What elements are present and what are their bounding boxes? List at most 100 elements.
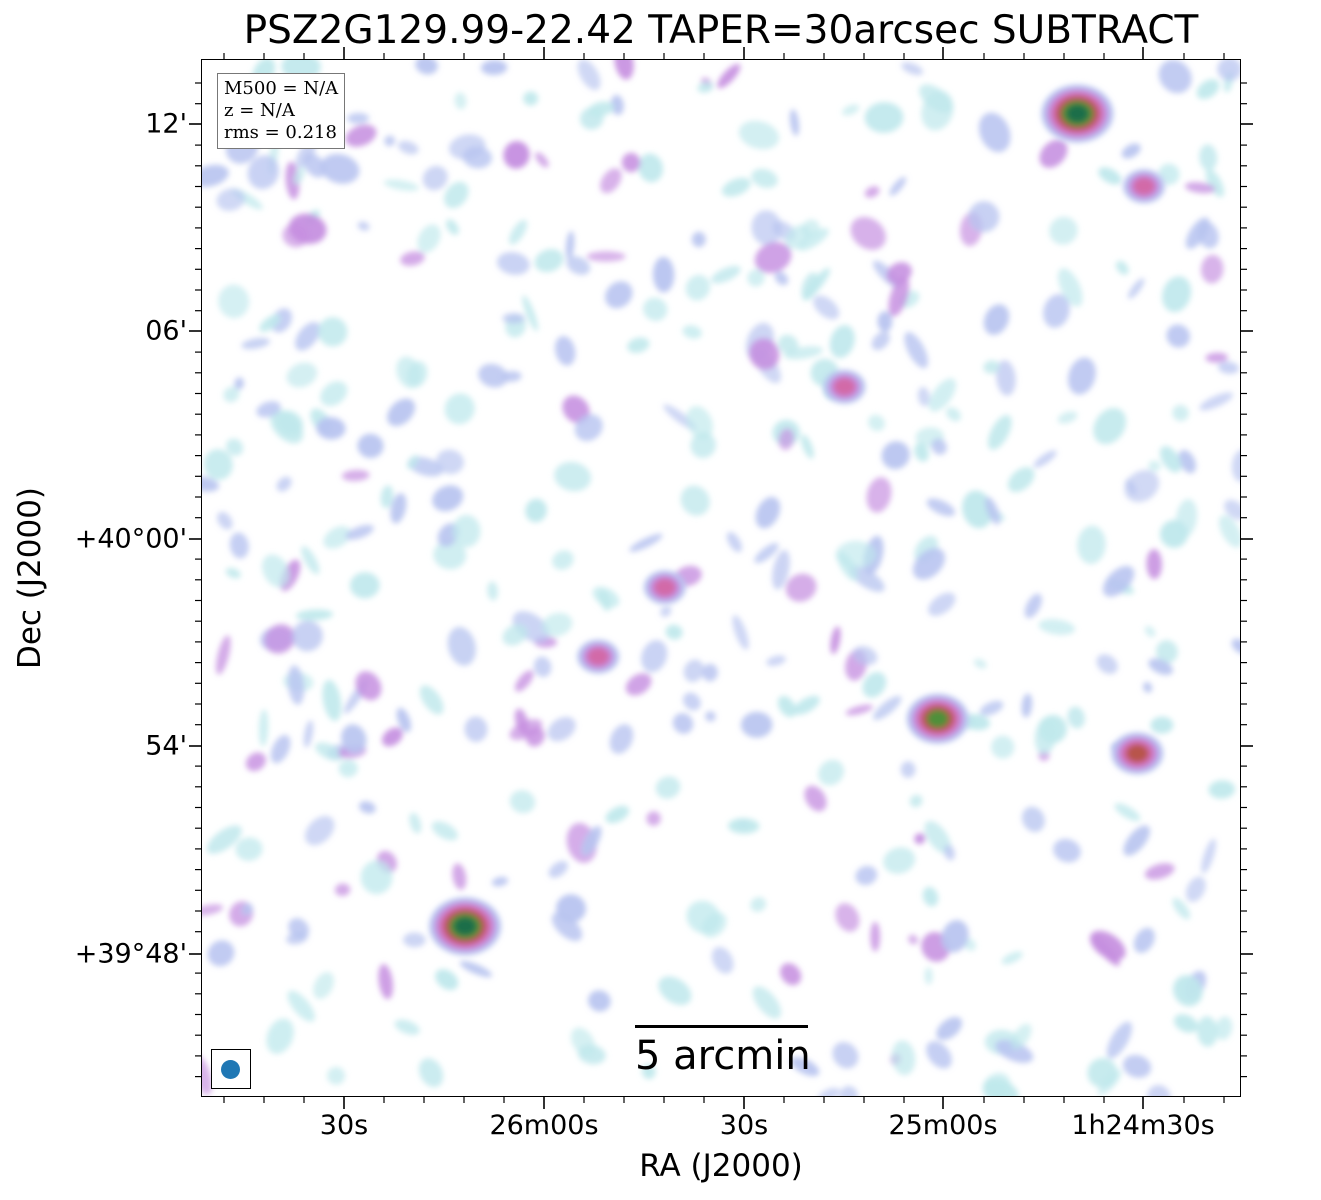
noise-blob — [835, 903, 860, 932]
source-contour — [926, 709, 949, 728]
noise-blob — [380, 485, 394, 509]
noise-blob — [444, 393, 475, 425]
noise-blob — [864, 102, 904, 133]
noise-blob — [754, 543, 779, 564]
noise-blob — [1231, 638, 1240, 655]
noise-blob — [904, 331, 929, 369]
noise-blob — [305, 815, 335, 846]
noise-blob — [523, 91, 539, 106]
noise-blob — [1173, 1014, 1198, 1033]
noise-blob — [1196, 79, 1220, 100]
noise-blob — [749, 338, 780, 370]
noise-blob — [629, 533, 663, 552]
noise-blob — [1199, 392, 1234, 411]
noise-blob — [868, 414, 885, 432]
noise-blob — [1143, 682, 1153, 693]
noise-blob — [726, 531, 742, 553]
noise-blob — [215, 635, 231, 675]
noise-blob — [357, 221, 370, 231]
noise-blob — [926, 1041, 952, 1069]
noise-blob — [384, 135, 396, 147]
noise-blob — [320, 381, 348, 407]
noise-blob — [711, 946, 734, 974]
noise-blob — [1077, 525, 1106, 564]
x-tick-label: 30s — [319, 1110, 369, 1141]
noise-blob — [772, 549, 790, 590]
noise-blob — [683, 659, 704, 683]
noise-blob — [581, 826, 602, 856]
y-tick-label: 06' — [145, 315, 187, 347]
noise-blob — [777, 695, 797, 718]
noise-blob — [216, 188, 245, 211]
noise-blob — [870, 921, 881, 952]
noise-blob — [1067, 706, 1085, 729]
noise-blob — [514, 670, 534, 692]
noise-blob — [605, 805, 630, 824]
noise-blob — [946, 407, 961, 422]
noise-blob — [1150, 716, 1174, 734]
noise-blob — [1184, 182, 1216, 194]
noise-blob — [900, 761, 916, 778]
noise-blob — [1185, 876, 1206, 902]
noise-blob — [680, 485, 710, 516]
scale-bar — [635, 1025, 808, 1028]
noise-blob — [919, 84, 953, 113]
noise-blob — [755, 496, 781, 529]
noise-blob — [862, 671, 887, 698]
noise-blob — [701, 912, 727, 938]
noise-blob — [641, 1064, 656, 1080]
noise-blob — [751, 210, 782, 246]
noise-blob — [422, 165, 448, 191]
noise-blob — [436, 449, 464, 475]
noise-blob — [1175, 499, 1198, 538]
noise-blob — [928, 378, 957, 412]
noise-blob — [1089, 930, 1126, 961]
noise-blob — [313, 972, 335, 999]
noise-blob — [552, 550, 574, 570]
noise-blob — [888, 276, 910, 317]
noise-blob — [502, 313, 525, 324]
noise-blob — [1097, 1069, 1122, 1096]
noise-blob — [509, 719, 543, 741]
noise-blob — [766, 655, 786, 667]
noise-blob — [541, 612, 573, 637]
source-contour — [1126, 744, 1149, 763]
noise-blob — [1038, 619, 1076, 635]
noise-blob — [979, 700, 1004, 716]
noise-blob — [588, 101, 615, 117]
noise-blob — [522, 295, 539, 332]
noise-blob — [264, 624, 296, 654]
noise-blob — [1043, 294, 1070, 328]
rms-text: rms = 0.218 — [224, 122, 337, 143]
figure-title: PSZ2G129.99-22.42 TAPER=30arcsec SUBTRAC… — [243, 8, 1199, 53]
noise-blob — [502, 624, 528, 646]
noise-blob — [996, 360, 1016, 396]
noise-blob — [660, 605, 672, 617]
noise-blob — [1208, 780, 1236, 799]
noise-emission-layer — [202, 60, 1240, 1096]
noise-blob — [396, 707, 412, 733]
noise-blob — [565, 230, 575, 260]
noise-blob — [1123, 825, 1150, 856]
noise-blob — [855, 865, 878, 886]
noise-blob — [839, 1086, 859, 1096]
noise-blob — [316, 417, 346, 440]
noise-blob — [345, 524, 374, 540]
noise-blob — [638, 153, 664, 183]
noise-blob — [347, 112, 370, 124]
noise-blob — [574, 414, 603, 442]
noise-blob — [270, 734, 291, 764]
noise-blob — [566, 256, 591, 275]
noise-blob — [790, 1057, 820, 1077]
noise-blob — [301, 546, 320, 575]
y-tick-label: +39°48' — [74, 938, 187, 970]
noise-blob — [322, 679, 342, 722]
noise-blob — [1096, 654, 1118, 674]
noise-blob — [357, 433, 384, 459]
noise-blob — [705, 711, 716, 722]
noise-blob — [652, 256, 675, 293]
noise-blob — [345, 124, 377, 147]
noise-blob — [1144, 863, 1175, 880]
noise-blob — [586, 251, 626, 262]
noise-blob — [394, 1019, 420, 1035]
